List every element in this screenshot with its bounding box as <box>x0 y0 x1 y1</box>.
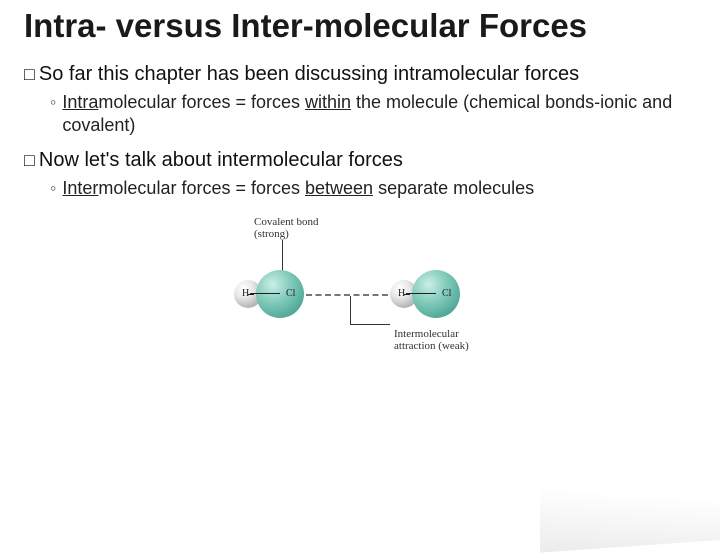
bullet-item: □ Now let's talk about intermolecular fo… <box>24 148 696 173</box>
leader-line <box>282 240 283 274</box>
bullet-text: Now let's talk about intermolecular forc… <box>39 148 403 173</box>
sub-bullet-item: ◦ Intermolecular forces = forces between… <box>50 177 696 200</box>
text-run: separate molecules <box>373 178 534 198</box>
covalent-bond <box>250 293 280 294</box>
intermolecular-dashed-line <box>306 294 388 296</box>
bond-tick <box>248 294 254 295</box>
diagram-container: Covalent bond (strong) H Cl H <box>24 212 696 362</box>
sub-bullet-text: Intermolecular forces = forces between s… <box>62 177 534 200</box>
label-line: Covalent bond <box>254 216 318 228</box>
atom-symbol-cl: Cl <box>286 288 295 299</box>
slide-corner-accent <box>540 470 720 553</box>
bullet-marker: □ <box>24 148 35 172</box>
underlined-term: within <box>305 92 351 112</box>
underlined-term: Intra <box>62 92 98 112</box>
leader-line <box>350 296 351 324</box>
sub-bullet-marker: ◦ <box>50 177 56 199</box>
label-line: attraction (weak) <box>394 340 469 352</box>
atom-chlorine <box>412 270 460 318</box>
sub-bullet-item: ◦ Intramolecular forces = forces within … <box>50 91 696 136</box>
underlined-term: Inter <box>62 178 98 198</box>
covalent-bond-label: Covalent bond (strong) <box>254 216 318 240</box>
label-line: Intermolecular <box>394 328 459 340</box>
intermolecular-label: Intermolecular attraction (weak) <box>394 328 469 352</box>
text-run: molecular forces = forces <box>98 92 305 112</box>
sub-bullet-text: Intramolecular forces = forces within th… <box>62 91 696 136</box>
atom-symbol-cl: Cl <box>442 288 451 299</box>
bullet-text: So far this chapter has been discussing … <box>39 62 579 87</box>
underlined-term: between <box>305 178 373 198</box>
bond-tick <box>404 294 410 295</box>
sub-bullet-marker: ◦ <box>50 91 56 113</box>
bullet-marker: □ <box>24 62 35 86</box>
bullet-item: □ So far this chapter has been discussin… <box>24 62 696 87</box>
atom-chlorine <box>256 270 304 318</box>
leader-line <box>350 324 390 325</box>
text-run: molecular forces = forces <box>98 178 305 198</box>
covalent-bond <box>406 293 436 294</box>
label-line: (strong) <box>254 228 289 240</box>
slide-title: Intra- versus Inter-molecular Forces <box>24 8 696 44</box>
molecule-diagram: Covalent bond (strong) H Cl H <box>210 212 510 362</box>
